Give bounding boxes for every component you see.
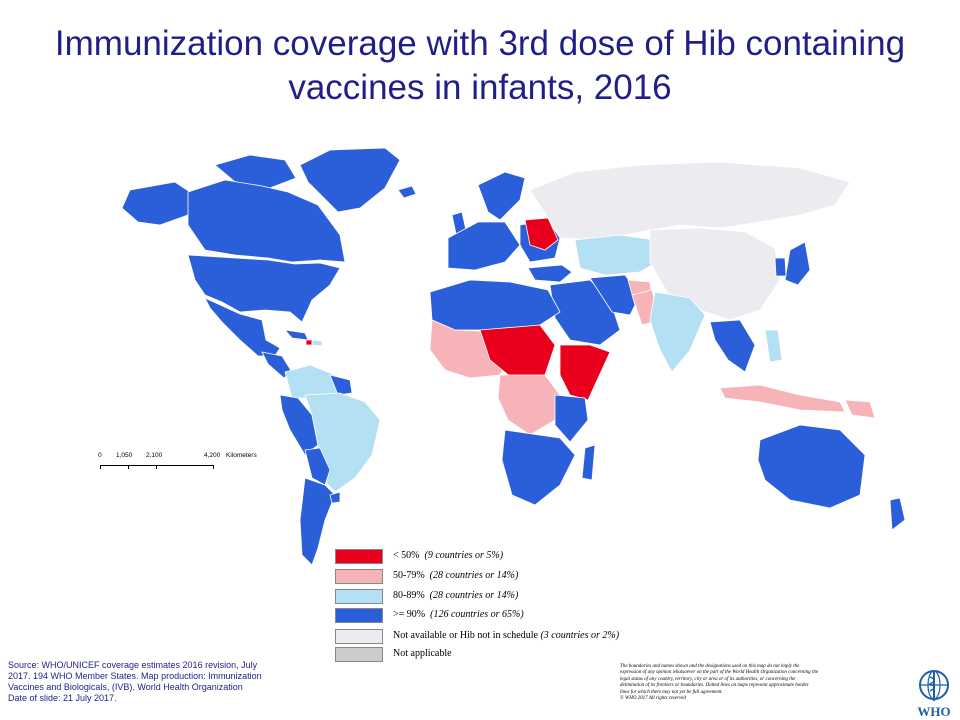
region-dominican-republic [311,339,323,347]
legend-swatch [335,629,383,644]
region-russia [529,161,851,241]
region-haiti [305,339,313,346]
region-horn-of-africa [559,344,611,401]
legend-label: Not available or Hib not in schedule (3 … [393,630,620,641]
source-line: Vaccines and Biologicals, (IVB). World H… [8,682,243,692]
region-new-zealand [889,497,906,531]
region-southern-cone [299,477,336,566]
disclaimer: The boundaries and names shown and the d… [620,664,882,702]
scale-unit-label: Kilometers [226,452,257,459]
world-map [121,147,906,566]
region-japan [784,241,811,286]
disclaimer-line: © WHO 2017 All rights reserved [620,696,686,702]
region-scandinavia [477,171,526,221]
scale-line [100,465,214,466]
scale-tick-label-0: 0 [98,452,102,459]
region-philippines [764,329,783,363]
legend-swatch [335,569,383,584]
title-line-1: Immunization coverage with 3rd dose of H… [54,24,906,63]
disclaimer-line: lines for which there may not yet be ful… [620,689,723,695]
legend-label: Not applicable [393,648,452,659]
scale-tick-label-1: 1,050 [116,452,133,459]
legend-label: 50-79% (28 countries or 14%) [393,570,519,581]
region-greenland [299,147,401,213]
legend-label: 80-89% (28 countries or 14%) [393,590,519,601]
region-indonesia [719,384,846,413]
region-usa [187,254,341,323]
who-logo-text: WHO [917,704,951,719]
region-canada [187,179,346,263]
region-bolivia-paraguay [304,447,331,486]
source-note: Source: WHO/UNICEF coverage estimates 20… [8,660,318,704]
region-india [649,291,706,373]
title-line-2: vaccines in infants, 2016 [288,68,672,107]
legend-swatch [335,589,383,604]
legend-label: >= 90% (126 countries or 65%) [393,609,524,620]
region-turkey [527,264,573,283]
region-colombia-venezuela [284,364,341,399]
scale-tick [213,465,214,469]
region-iceland [397,185,417,199]
region-central-africa [497,374,561,436]
source-line: Date of slide: 21 July 2017. [8,693,117,703]
scale-tick-label-2: 2,100 [146,452,163,459]
source-line: Source: WHO/UNICEF coverage estimates 20… [8,660,258,670]
region-north-africa [429,279,561,331]
legend-swatch [335,549,383,564]
legend-swatch [335,647,383,662]
scale-tick [100,465,101,469]
region-uruguay [329,491,341,504]
disclaimer-line: legal status of any country, territory, … [620,676,796,682]
region-korea [774,257,787,277]
region-east-africa [554,394,589,443]
region-papua-new-guinea [844,399,876,419]
region-western-europe [447,221,521,271]
region-kazakhstan-central-asia [574,234,661,276]
legend-swatch [335,608,383,623]
disclaimer-line: delimitation of its frontiers or boundar… [620,683,809,689]
source-line: 2017. 194 WHO Member States. Map product… [8,671,262,681]
region-australia [757,424,866,509]
who-emblem-icon [919,670,949,701]
legend-label: < 50% (9 countries or 5%) [393,550,504,561]
scale-tick [156,465,157,469]
region-southeast-asia [709,319,756,373]
region-ukraine [524,217,559,251]
region-madagascar [581,444,596,481]
region-alaska [121,181,191,226]
who-logo: WHO [914,668,954,719]
disclaimer-line: expression of any opinion whatsoever on … [620,670,819,676]
region-cuba [283,329,309,341]
region-southern-africa [501,429,576,506]
scale-tick-label-3: 4,200 [204,452,221,459]
scale-bar: 0 1,050 2,100 4,200 Kilometers [96,452,266,476]
scale-tick [128,465,129,469]
disclaimer-line: The boundaries and names shown and the d… [620,664,800,669]
region-guianas [329,374,353,396]
map-title: Immunization coverage with 3rd dose of H… [0,22,960,110]
